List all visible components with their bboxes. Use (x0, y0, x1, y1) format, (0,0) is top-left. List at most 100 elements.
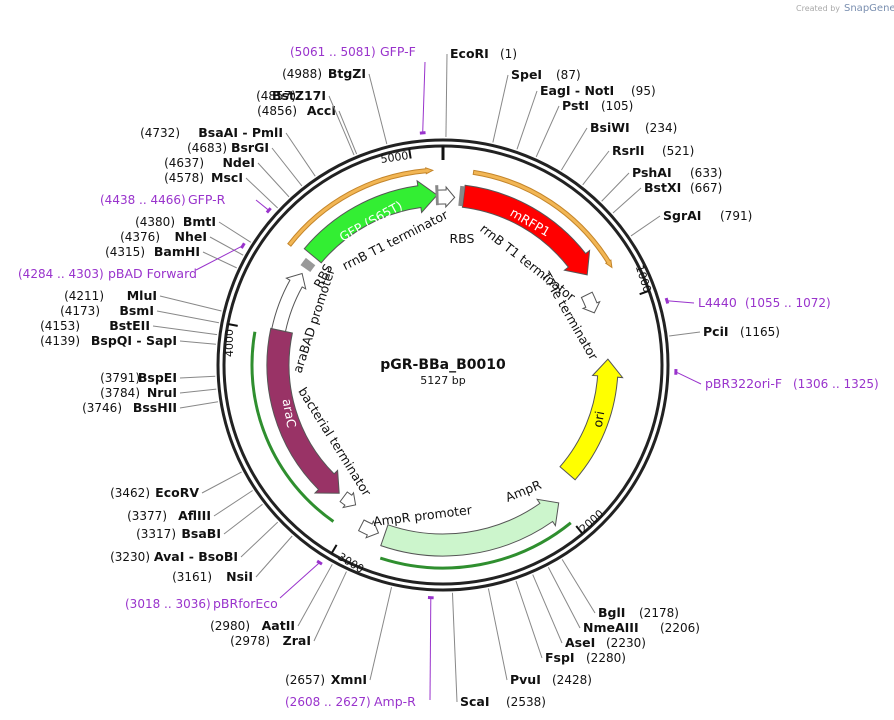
enzyme-position: (105) (601, 99, 633, 113)
ruler-tick (575, 525, 584, 535)
ruler-label: 1000 (633, 264, 654, 295)
enzyme-name: EagI - NotI (540, 83, 614, 98)
enzyme-position: (4578) (164, 171, 204, 185)
ruler-label: 5000 (380, 149, 410, 166)
leader-line (285, 132, 316, 177)
leader-line (487, 588, 508, 681)
ruler-label: 4000 (223, 329, 236, 357)
leader-line (245, 177, 278, 209)
primer-range: (4438 .. 4466) (100, 193, 186, 207)
enzyme-position: (3462) (110, 486, 150, 500)
enzyme-position: (2428) (552, 673, 592, 687)
enzyme-position: (667) (690, 181, 722, 195)
enzyme-name: AccI (307, 103, 336, 118)
plasmid-length: 5127 bp (420, 374, 465, 387)
leader-line (218, 221, 252, 243)
primer-leader (422, 61, 426, 133)
leader-line (368, 73, 388, 145)
enzyme-name: PstI (562, 98, 589, 113)
watermark-brand: SnapGene (844, 3, 894, 14)
enzyme-position: (1) (500, 47, 517, 61)
primer-name: pBR322ori-F (705, 376, 782, 391)
leader-line (669, 331, 701, 337)
enzyme-position: (3746) (82, 401, 122, 415)
feature-label: ori (590, 410, 608, 429)
primer-range: (3018 .. 3036) (125, 597, 211, 611)
enzyme-position: (633) (690, 166, 722, 180)
leader-line (451, 592, 458, 703)
leader-line (179, 340, 216, 345)
enzyme-name: NsiI (226, 569, 253, 584)
enzyme-position: (87) (556, 68, 581, 82)
enzyme-name: ScaI (460, 694, 490, 709)
enzyme-position: (521) (662, 144, 694, 158)
enzyme-name: BglI (598, 605, 625, 620)
enzyme-name: PshAI (632, 165, 672, 180)
enzyme-position: (2657) (285, 673, 325, 687)
enzyme-name: RsrII (612, 143, 645, 158)
leader-line (223, 503, 263, 535)
enzyme-position: (4988) (282, 67, 322, 81)
ruler-tick (227, 322, 238, 327)
feature-arrow (559, 358, 624, 481)
enzyme-name: BsiWI (590, 120, 630, 135)
leader-line (201, 471, 242, 494)
region-line (250, 331, 335, 523)
feature-arrow (461, 184, 591, 276)
leader-line (630, 215, 661, 237)
enzyme-position: (2978) (230, 634, 270, 648)
enzyme-position: (4173) (60, 304, 100, 318)
leader-line (535, 105, 560, 158)
leader-line (445, 53, 448, 138)
primer-leader (675, 371, 702, 385)
primer-name: GFP-R (188, 192, 226, 207)
enzyme-name: BamHI (154, 244, 200, 259)
enzyme-name: BstEII (109, 318, 150, 333)
enzyme-position: (3784) (100, 386, 140, 400)
enzyme-position: (2206) (660, 621, 700, 635)
primer-name: Amp-R (374, 694, 416, 709)
primer-range: (4284 .. 4303) (18, 267, 104, 281)
leader-line (601, 172, 630, 202)
enzyme-name: PvuI (510, 672, 541, 687)
ruler-tick (408, 148, 412, 159)
watermark-prefix: Created by (796, 4, 840, 13)
enzyme-position: (3161) (172, 570, 212, 584)
feature-label: RBS (450, 231, 475, 246)
leader-line (313, 571, 347, 642)
enzyme-name: BspQI - SapI (91, 333, 177, 348)
feature-label: AmpR promoter (372, 502, 473, 529)
feature-arrow (357, 519, 380, 539)
enzyme-name: SgrAI (663, 208, 701, 223)
enzyme-name: BssHII (133, 400, 177, 415)
ruler-label: 2000 (577, 507, 607, 535)
enzyme-name: XmnI (331, 672, 367, 687)
enzyme-name: NruI (147, 385, 177, 400)
enzyme-name: EcoRV (155, 485, 199, 500)
enzyme-position: (3791) (100, 371, 140, 385)
enzyme-position: (1165) (740, 325, 780, 339)
enzyme-name: NheI (175, 229, 208, 244)
plasmid-name: pGR-BBa_B0010 (380, 357, 506, 373)
feature-arrow (339, 491, 357, 509)
leader-line (255, 535, 293, 578)
ruler-label: 3000 (335, 550, 366, 576)
region-arc (287, 167, 435, 247)
leader-line (547, 566, 581, 629)
rbs-block (300, 257, 316, 273)
enzyme-name: SpeI (511, 67, 542, 82)
feature-label: araC (280, 398, 300, 430)
region-line (379, 521, 572, 570)
enzyme-position: (234) (645, 121, 677, 135)
primer-name: L4440 (698, 295, 737, 310)
enzyme-name: BsaAI - PmlI (198, 125, 283, 140)
leader-line (257, 162, 290, 198)
enzyme-name: PciI (703, 324, 729, 339)
enzyme-name: NmeAIII (583, 620, 639, 635)
leader-line (213, 490, 253, 517)
leader-line (240, 521, 279, 558)
primer-mark (240, 242, 246, 249)
enzyme-name: AvaI - BsoBI (154, 549, 238, 564)
enzyme-name: AflIII (178, 508, 211, 523)
